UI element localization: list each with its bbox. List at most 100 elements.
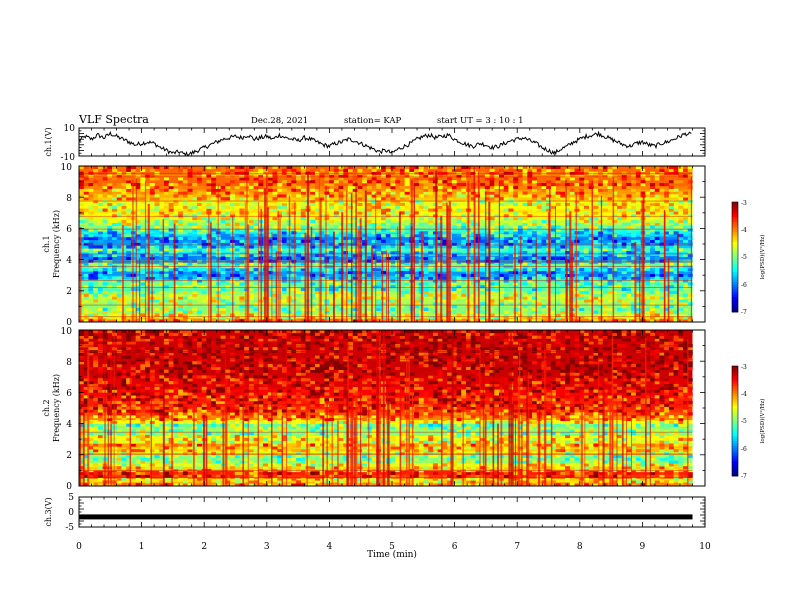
spectrogram-cell bbox=[277, 183, 283, 187]
spectrogram-cell bbox=[494, 180, 500, 184]
spectrogram-cell bbox=[296, 239, 302, 243]
spectrogram-cell bbox=[371, 202, 377, 207]
spectrogram-cell bbox=[517, 166, 523, 170]
spectrogram-cell bbox=[178, 177, 184, 181]
spectrogram-cell bbox=[513, 194, 519, 198]
spectrogram-cell bbox=[513, 217, 519, 221]
spectrogram-cell bbox=[442, 194, 448, 198]
spectrogram-cell bbox=[83, 366, 89, 371]
spectrogram-cell bbox=[163, 200, 169, 204]
spectrogram-cell bbox=[362, 256, 368, 260]
spectrogram-cell bbox=[168, 302, 174, 306]
spectrogram-cell bbox=[362, 268, 368, 272]
spectrogram-cell bbox=[126, 217, 132, 221]
spectrogram-cell bbox=[93, 420, 99, 424]
spectrogram-cell bbox=[163, 460, 169, 464]
spectrogram-cell bbox=[484, 208, 490, 212]
spectrogram-cell bbox=[494, 302, 500, 306]
spectrogram-cell bbox=[503, 222, 509, 226]
spectrogram-cell bbox=[683, 239, 689, 243]
spectrogram-cell bbox=[569, 197, 575, 201]
spectrogram-cell bbox=[300, 299, 306, 303]
spectrogram-cell bbox=[154, 383, 160, 388]
spectrogram-cell bbox=[79, 304, 85, 309]
spectrogram-cell bbox=[338, 234, 344, 238]
spectrogram-cell bbox=[130, 398, 136, 402]
spectrogram-cell bbox=[116, 236, 122, 241]
spectrogram-cell bbox=[83, 171, 89, 175]
spectrogram-cell bbox=[319, 231, 325, 235]
spectrogram-cell bbox=[159, 400, 165, 405]
spectrogram-cell bbox=[550, 251, 556, 255]
ch1-colorbar-tick-5: -5 bbox=[741, 254, 747, 261]
spectrogram-cell bbox=[626, 293, 632, 297]
spectrogram-cell bbox=[201, 202, 207, 207]
spectrogram-cell bbox=[376, 200, 382, 204]
spectrogram-cell bbox=[234, 183, 240, 187]
spectrogram-cell bbox=[626, 225, 632, 229]
spectrogram-cell bbox=[79, 180, 85, 184]
spectrogram-cell bbox=[154, 330, 160, 334]
spectrogram-cell bbox=[541, 304, 547, 309]
spectrogram-cell bbox=[145, 457, 151, 461]
spectrogram-cell bbox=[602, 251, 608, 255]
spectrogram-cell bbox=[272, 174, 278, 178]
spectrogram-cell bbox=[598, 185, 604, 189]
spectrogram-cell bbox=[83, 194, 89, 198]
spectrogram-cell bbox=[499, 253, 505, 258]
spectrogram-cell bbox=[508, 296, 514, 300]
spectrogram-cell bbox=[149, 239, 155, 243]
spectrogram-cell bbox=[489, 302, 495, 306]
spectrogram-cell bbox=[126, 432, 132, 436]
spectrogram-cell bbox=[560, 236, 566, 241]
spectrogram-cell bbox=[116, 222, 122, 226]
spectrogram-cell bbox=[291, 316, 297, 320]
spectrogram-cell bbox=[116, 409, 122, 413]
spectrogram-cell bbox=[286, 183, 292, 187]
spectrogram-cell bbox=[650, 188, 656, 192]
spectrogram-cell bbox=[182, 214, 188, 218]
spectrogram-cell bbox=[352, 234, 358, 238]
spectrogram-cell bbox=[437, 205, 443, 209]
spectrogram-cell bbox=[565, 222, 571, 226]
spectrogram-cell bbox=[347, 319, 354, 323]
spectrogram-cell bbox=[281, 188, 287, 192]
spectrogram-cell bbox=[178, 228, 184, 232]
spectrogram-cell bbox=[683, 168, 689, 172]
spectrogram-cell bbox=[645, 191, 651, 195]
spectrogram-cell bbox=[149, 463, 155, 467]
spectrogram-cell bbox=[324, 200, 330, 204]
spectrogram-cell bbox=[381, 174, 387, 178]
spectrogram-cell bbox=[338, 191, 344, 195]
spectrogram-cell bbox=[404, 194, 410, 198]
spectrogram-streak bbox=[514, 244, 516, 322]
spectrogram-cell bbox=[347, 239, 354, 243]
spectrogram-cell bbox=[88, 434, 94, 439]
spectrogram-cell bbox=[248, 166, 254, 170]
spectrogram-cell bbox=[173, 251, 179, 255]
spectrogram-cell bbox=[168, 236, 174, 241]
spectrogram-cell bbox=[234, 168, 240, 172]
spectrogram-line bbox=[79, 287, 693, 288]
spectrogram-cell bbox=[211, 299, 217, 303]
spectrogram-cell bbox=[616, 279, 622, 283]
spectrogram-cell bbox=[310, 231, 316, 235]
spectrogram-streak bbox=[260, 208, 262, 322]
spectrogram-cell bbox=[598, 234, 604, 238]
spectrogram-cell bbox=[173, 188, 179, 192]
spectrogram-cell bbox=[333, 270, 339, 275]
spectrogram-cell bbox=[465, 166, 471, 170]
spectrogram-cell bbox=[399, 319, 405, 323]
spectrogram-cell bbox=[451, 290, 457, 294]
spectrogram-cell bbox=[347, 273, 354, 277]
spectrogram-cell bbox=[116, 335, 122, 339]
spectrogram-cell bbox=[470, 219, 476, 224]
spectrogram-cell bbox=[385, 188, 391, 192]
spectrogram-cell bbox=[97, 437, 103, 441]
spectrogram-cell bbox=[126, 290, 132, 294]
spectrogram-cell bbox=[612, 219, 618, 224]
spectrogram-cell bbox=[211, 268, 217, 272]
spectrogram-cell bbox=[357, 214, 363, 218]
spectrogram-cell bbox=[116, 304, 122, 309]
spectrogram-cell bbox=[145, 347, 151, 351]
